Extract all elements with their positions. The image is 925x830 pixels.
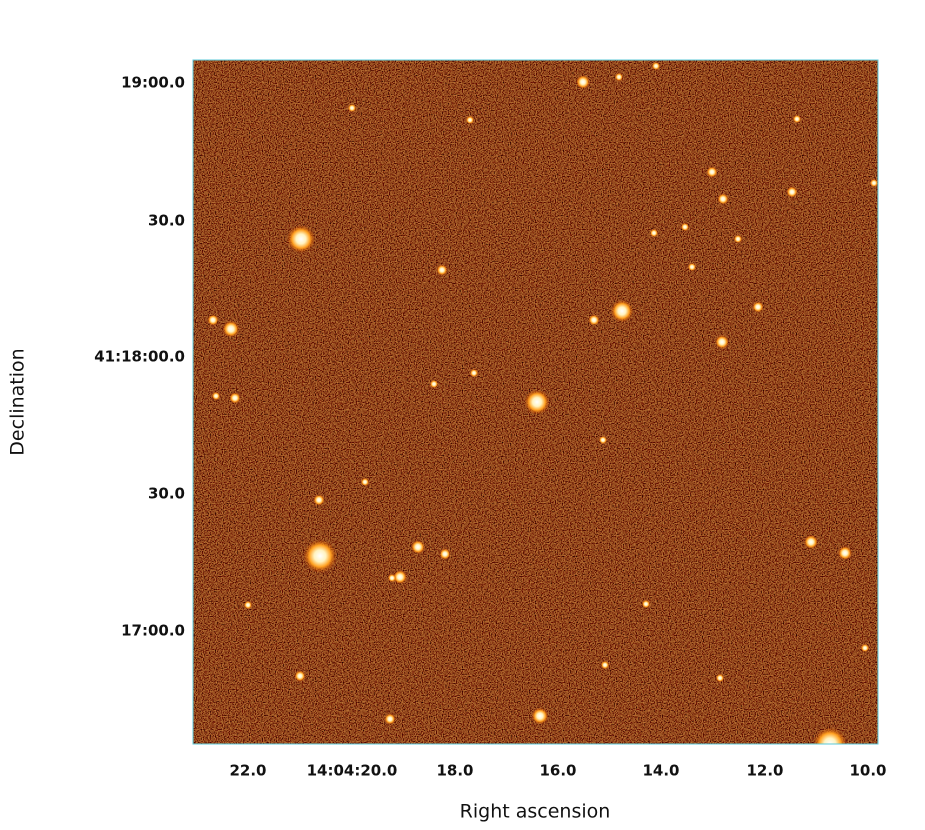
star: [303, 539, 337, 573]
star: [576, 75, 590, 89]
star: [211, 391, 221, 401]
star: [598, 435, 608, 445]
star: [641, 599, 651, 609]
star: [614, 72, 624, 82]
star: [715, 673, 725, 683]
star: [387, 573, 397, 583]
y-tick-label: 19:00.0: [121, 74, 185, 92]
star: [465, 115, 475, 125]
y-tick-label: 17:00.0: [121, 622, 185, 640]
star: [687, 262, 697, 272]
star: [813, 727, 847, 744]
star: [706, 166, 718, 178]
star: [229, 392, 241, 404]
star: [649, 228, 659, 238]
y-tick-label: 30.0: [148, 212, 185, 230]
x-tick-label: 12.0: [746, 762, 783, 780]
x-tick-label: 10.0: [849, 762, 886, 780]
y-tick-label: 30.0: [148, 485, 185, 503]
star: [860, 643, 870, 653]
x-axis-label: Right ascension: [460, 801, 611, 823]
x-tick-label: 18.0: [436, 762, 473, 780]
star: [469, 368, 479, 378]
x-tick-label: 16.0: [539, 762, 576, 780]
star: [600, 660, 610, 670]
x-tick-label: 14.0: [642, 762, 679, 780]
star: [313, 494, 325, 506]
star: [651, 61, 661, 71]
frame: [192, 59, 879, 745]
star: [294, 670, 306, 682]
star: [429, 379, 439, 389]
star: [436, 264, 448, 276]
star: [287, 225, 315, 253]
star: [439, 548, 451, 560]
star: [752, 301, 764, 313]
star: [838, 546, 852, 560]
sky-image: [193, 60, 878, 744]
y-tick-label: 41:18:00.0: [94, 348, 185, 366]
star: [360, 477, 370, 487]
y-axis-label: Declination: [7, 348, 29, 455]
star: [411, 540, 425, 554]
star: [393, 570, 407, 584]
star: [792, 114, 802, 124]
x-tick-label: 22.0: [229, 762, 266, 780]
star: [384, 713, 396, 725]
star: [243, 600, 253, 610]
star: [524, 389, 550, 415]
star: [715, 335, 729, 349]
star: [869, 178, 878, 188]
star: [222, 320, 240, 338]
star: [733, 234, 743, 244]
star: [207, 314, 219, 326]
x-tick-label: 14:04:20.0: [307, 762, 398, 780]
star: [347, 103, 357, 113]
star: [680, 222, 690, 232]
star: [786, 186, 798, 198]
star: [610, 299, 634, 323]
star: [588, 314, 600, 326]
star: [804, 535, 818, 549]
star: [717, 193, 729, 205]
star: [531, 707, 549, 725]
